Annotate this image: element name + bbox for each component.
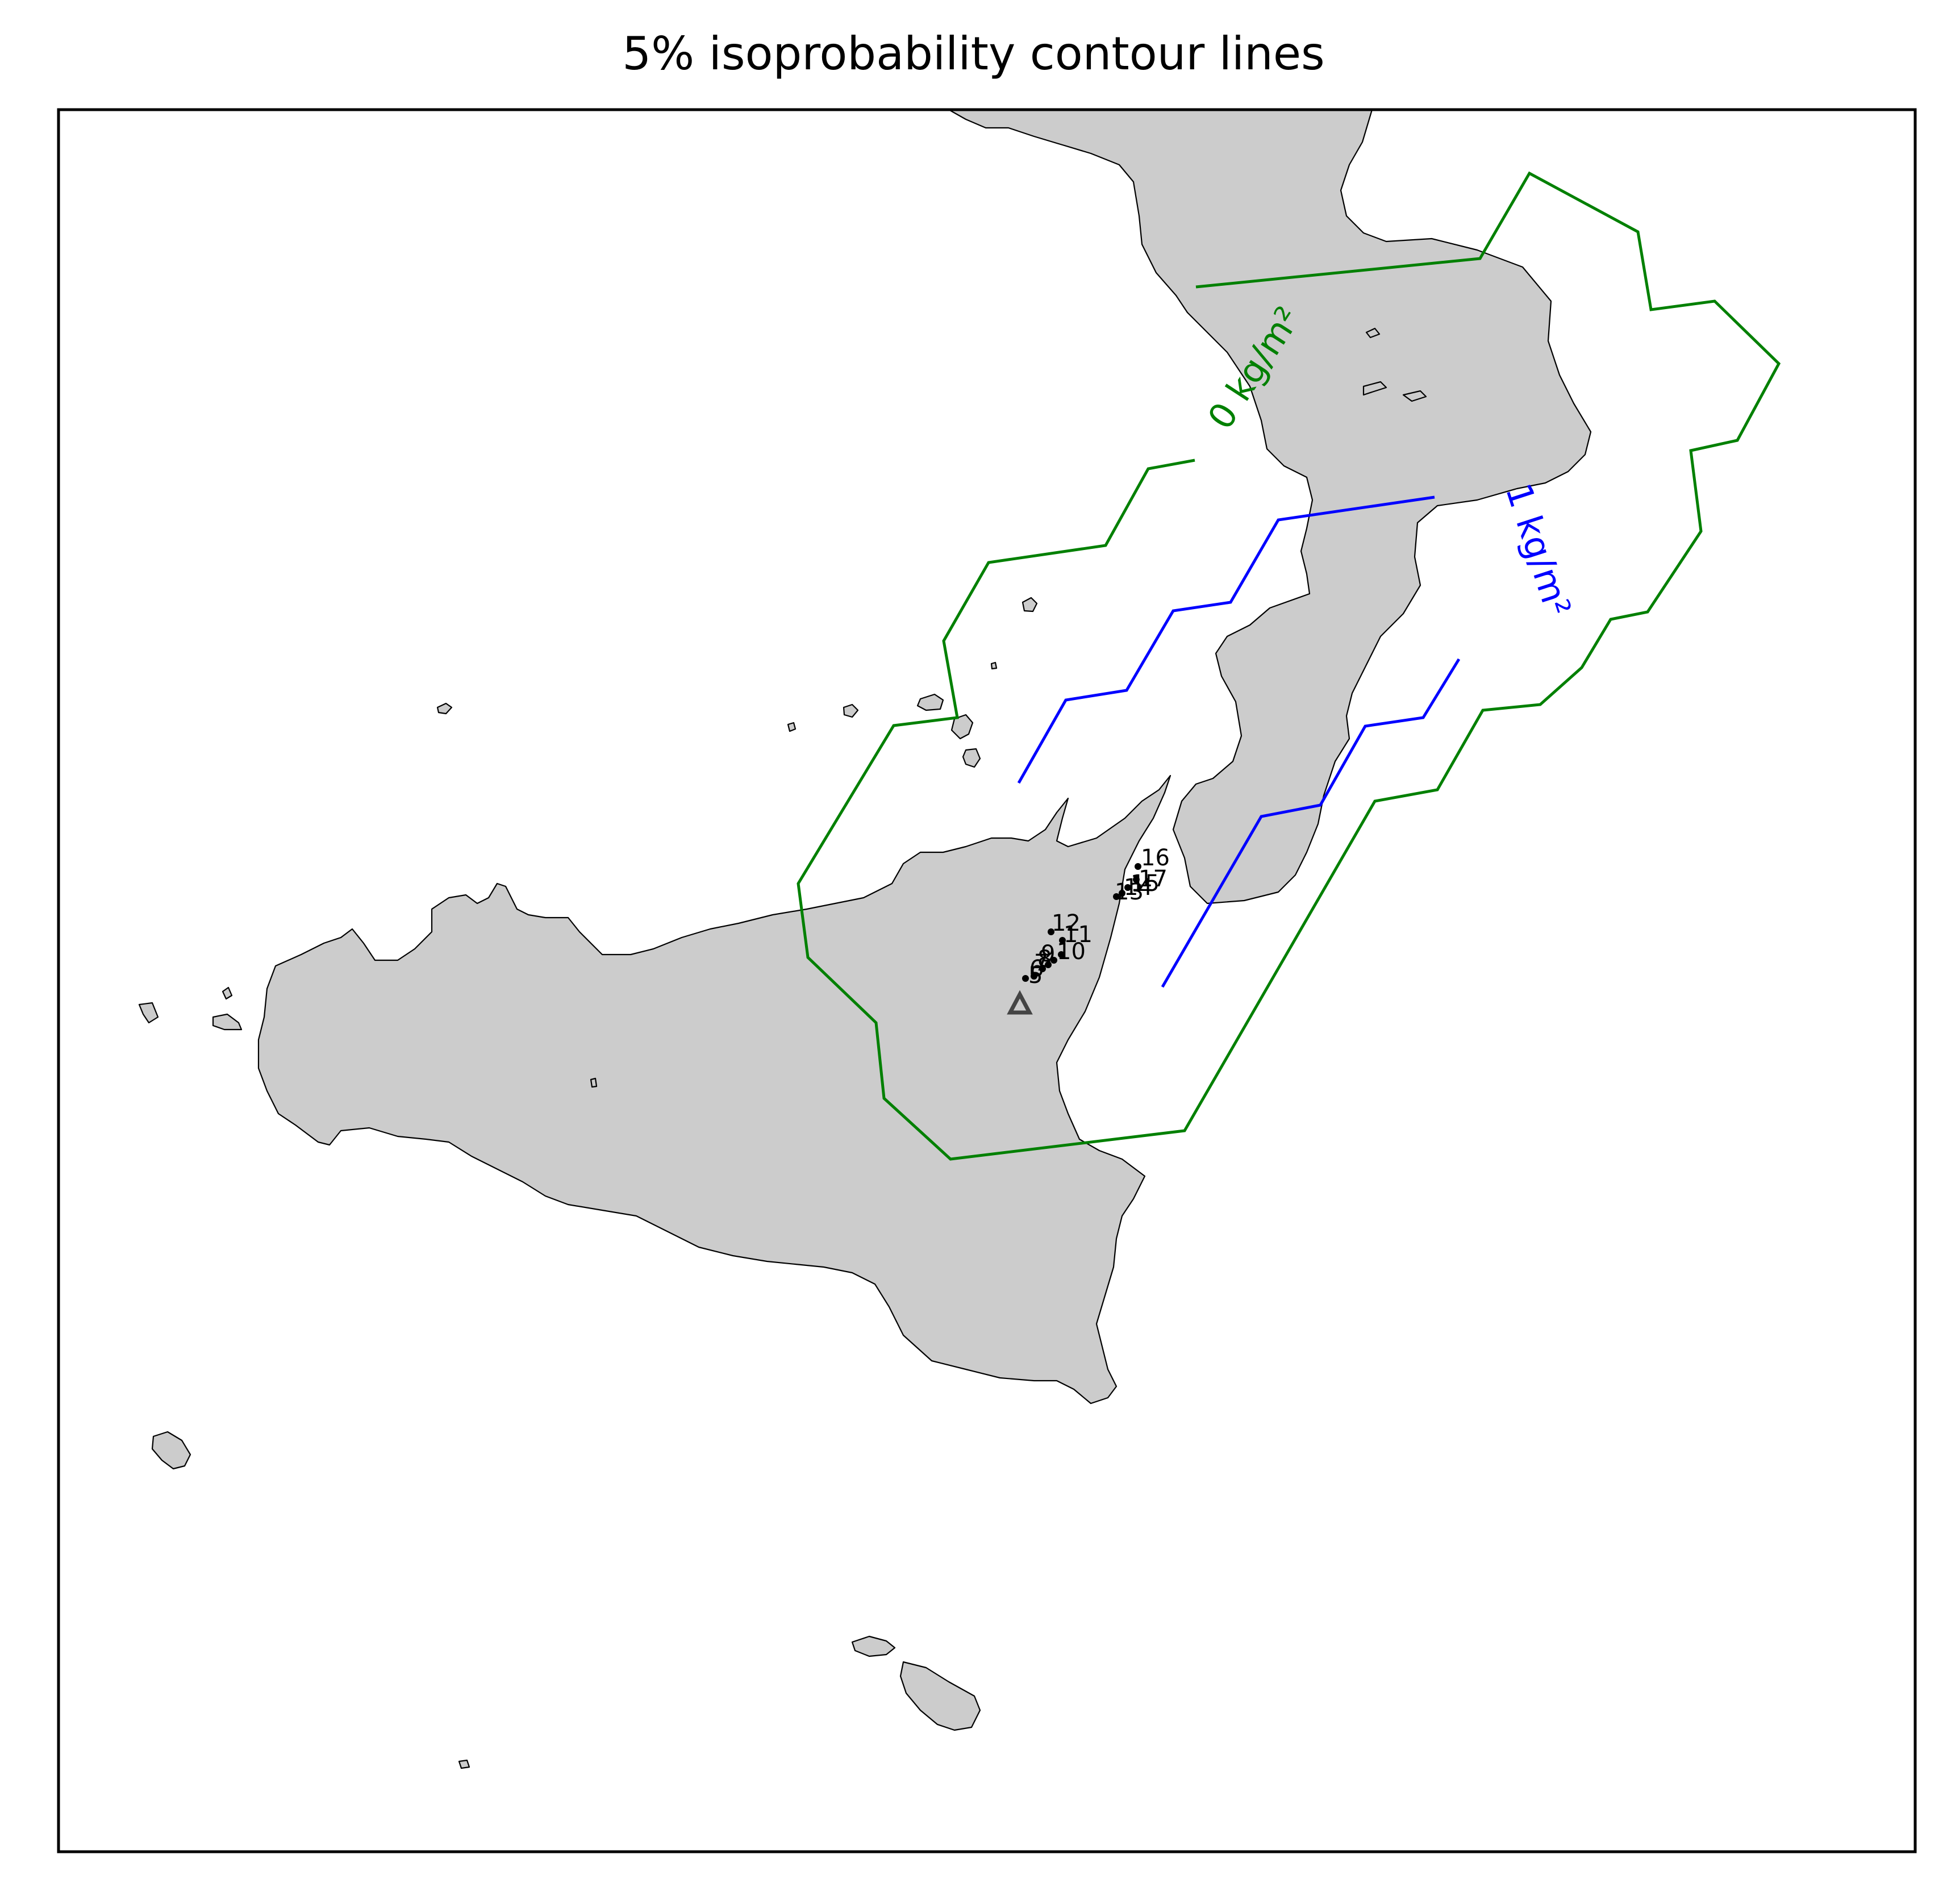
map-area: 0 kg/m² 1 kg/m² 16 17 15 14 13 1 — [138, 110, 1781, 1769]
point-label: 7 — [1034, 950, 1048, 976]
land-calabria-islet-2 — [1362, 381, 1387, 396]
land-malta — [899, 1661, 981, 1731]
land-egadi — [138, 1002, 159, 1024]
point-label: 14 — [1124, 874, 1153, 901]
trajectory-point — [1045, 961, 1052, 968]
land-aeolian-panarea — [990, 661, 998, 670]
land-pantelleria — [151, 1431, 191, 1470]
land-gozo — [851, 1635, 896, 1657]
point-label: 9 — [1041, 941, 1055, 967]
land-aeolian-vulcano — [962, 748, 981, 768]
point-label: 13 — [1115, 879, 1144, 905]
land-aeolian-alicudi — [787, 722, 797, 732]
land-aeolian-salina — [916, 693, 944, 711]
point-label: 12 — [1052, 910, 1081, 936]
trajectory-point — [1039, 965, 1046, 972]
point-label: 16 — [1141, 845, 1170, 871]
trajectory-point — [1124, 884, 1131, 891]
point-label: 11 — [1064, 922, 1093, 948]
land-aeolian-lipari — [950, 714, 974, 740]
point-label: 8 — [1037, 946, 1052, 972]
trajectory-point — [1048, 928, 1054, 935]
point-label: 5 — [1028, 963, 1043, 989]
contour-0-line — [797, 171, 1781, 1161]
point-label: 15 — [1131, 870, 1160, 897]
trajectory-point — [1031, 973, 1037, 980]
land-sicily — [257, 774, 1171, 1405]
trajectory-point — [1135, 863, 1141, 870]
trajectory-point — [1059, 937, 1066, 944]
land-lampedusa — [590, 1077, 598, 1088]
trajectory-labels: 16 17 15 14 13 12 11 10 9 8 7 6 5 — [1028, 845, 1170, 989]
land-aeolian-filicudi — [843, 703, 859, 718]
map-frame — [57, 108, 1917, 1853]
land-egadi-2 — [212, 1013, 243, 1031]
trajectory-point — [1050, 957, 1057, 964]
land-aeolian-stromboli — [1022, 597, 1038, 613]
land-calabria-islet-3 — [1402, 390, 1427, 402]
point-label: 6 — [1029, 956, 1044, 982]
trajectory-point — [1022, 975, 1029, 982]
trajectory-points — [1022, 863, 1141, 982]
contour-1-line — [1017, 495, 1461, 988]
land-egadi-3 — [222, 986, 233, 1000]
map-title: 5% isoprobability contour lines — [622, 27, 1325, 80]
trajectory-point — [1058, 951, 1065, 958]
trajectory-point — [1133, 876, 1140, 883]
point-label: 10 — [1057, 939, 1086, 965]
trajectory-point — [1113, 893, 1120, 900]
land-calabria — [948, 110, 1592, 905]
land-calabria-islet-1 — [1365, 327, 1381, 339]
land-ustica — [436, 702, 453, 715]
contour-1-label: 1 kg/m² — [1498, 478, 1579, 621]
trajectory-point — [1119, 890, 1125, 897]
land-linosa — [458, 1759, 470, 1769]
vent-triangle-marker — [1007, 990, 1033, 1015]
point-label: 17 — [1139, 866, 1168, 892]
